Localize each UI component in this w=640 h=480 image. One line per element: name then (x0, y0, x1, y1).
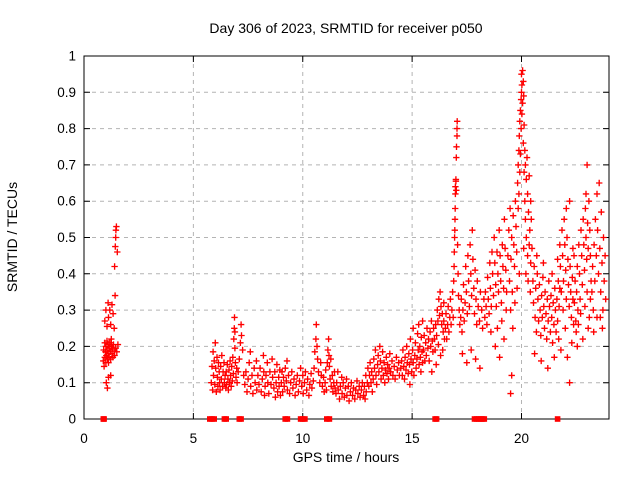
axis-flag-point (326, 416, 333, 422)
y-tick-label: 0.6 (57, 194, 76, 209)
x-tick-label: 15 (405, 431, 420, 446)
y-tick-label: 1 (68, 49, 76, 64)
y-tick-label: 0.7 (57, 157, 76, 172)
y-tick-label: 0.1 (57, 375, 76, 390)
data-points (100, 67, 609, 422)
x-tick-label: 5 (190, 431, 198, 446)
y-axis-label: SRMTID / TECUs (4, 182, 20, 292)
y-tick-label: 0.8 (57, 121, 76, 136)
scatter-points-srmtid (100, 67, 609, 405)
axis-flag-point (554, 416, 561, 422)
axis-flag-point (101, 416, 107, 422)
grid-lines (84, 56, 609, 419)
tick-marks (83, 55, 609, 420)
x-tick-label: 20 (514, 431, 529, 446)
x-axis-label: GPS time / hours (293, 449, 400, 465)
axis-flag-point (302, 416, 308, 422)
y-tick-label: 0.2 (57, 339, 76, 354)
axis-flag-point (284, 416, 291, 422)
y-tick-label: 0.9 (57, 85, 76, 100)
axis-flag-point (433, 416, 440, 422)
y-tick-label: 0 (68, 412, 76, 427)
plot-border (83, 55, 610, 420)
y-tick-label: 0.3 (57, 303, 76, 318)
y-tick-label: 0.4 (57, 266, 76, 281)
axis-flag-point (211, 416, 217, 422)
x-tick-label: 0 (80, 431, 88, 446)
axis-flag-point (238, 416, 244, 422)
axis-flag-point (223, 416, 229, 422)
chart-title: Day 306 of 2023, SRMTID for receiver p05… (209, 20, 482, 36)
grid-path (84, 56, 609, 419)
axis-flag-point (481, 416, 488, 422)
x-tick-label: 10 (295, 431, 310, 446)
tick-labels: 0 5 10 15 20 0 0.1 0.2 0.3 0.4 0.5 0.6 0.7 0.8 0.9 1 (57, 49, 529, 447)
tick-path (83, 55, 609, 420)
y-tick-label: 0.5 (57, 230, 76, 245)
